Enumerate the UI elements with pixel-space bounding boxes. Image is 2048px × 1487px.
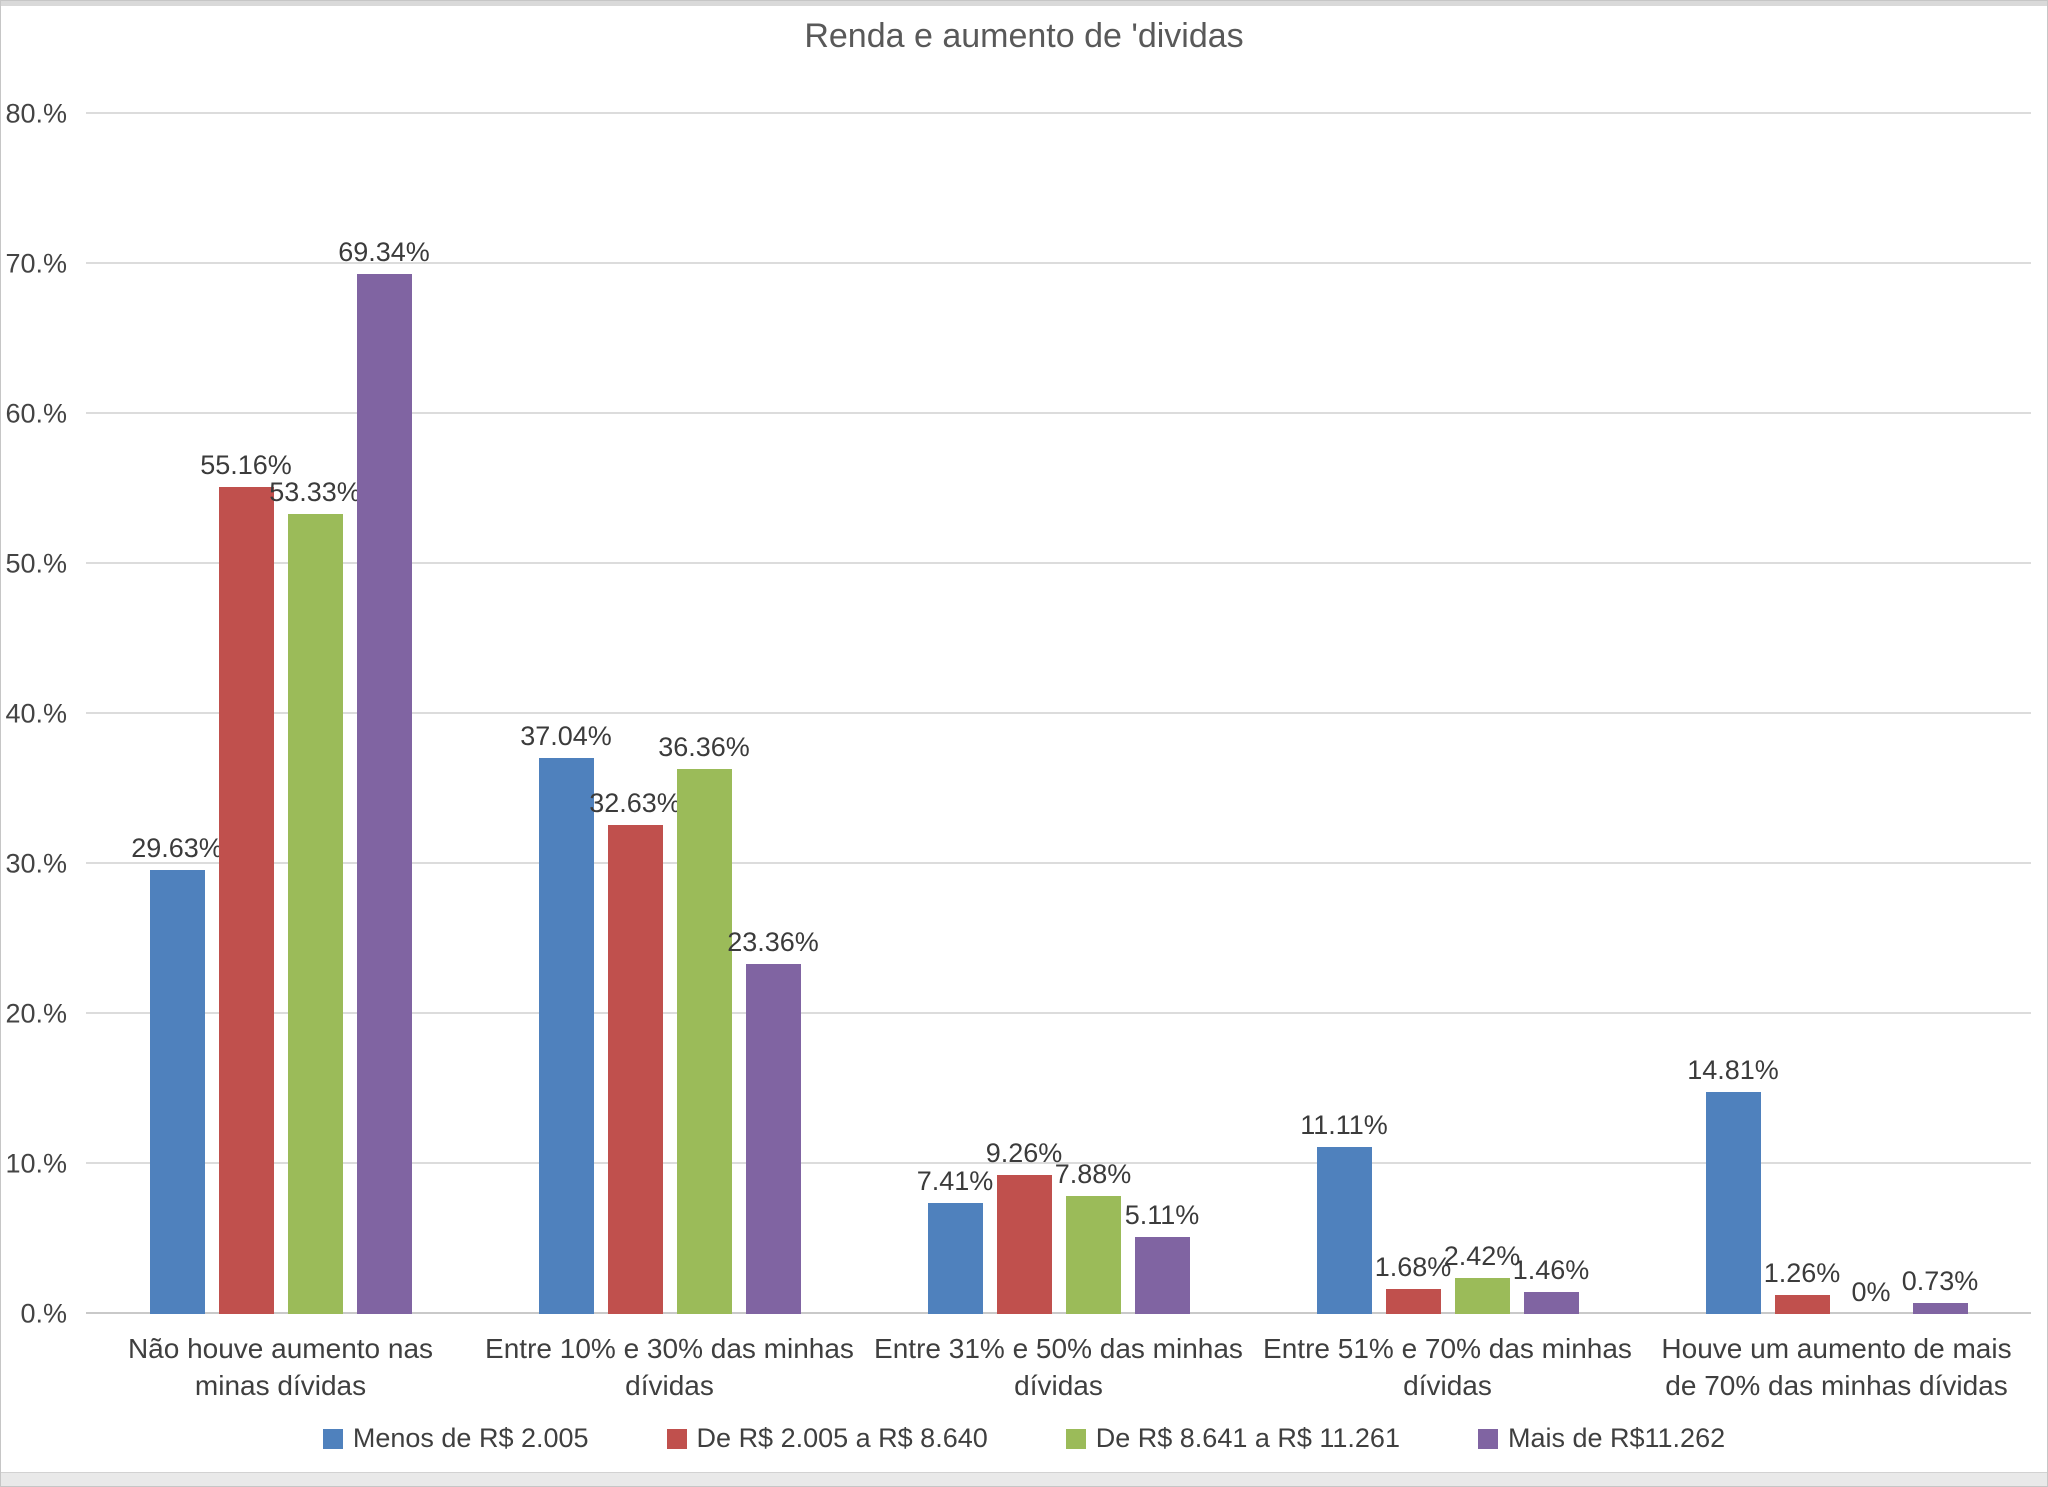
value-label: 36.36% (658, 731, 750, 762)
category-label-cell: Entre 51% e 70% das minhas dívidas (1253, 1331, 1642, 1405)
value-label: 5.11% (1124, 1200, 1200, 1231)
bar-series1-cat3: 7.41% (917, 1167, 993, 1314)
value-label: 2.42% (1443, 1240, 1521, 1271)
bar-group: 37.04% 32.63% 36.36% 23.36% (475, 86, 864, 1314)
legend-label: Mais de R$11.262 (1507, 1423, 1726, 1453)
category-label-cell: Entre 10% e 30% das minhas dívidas (475, 1331, 864, 1405)
value-label: 7.41% (916, 1165, 994, 1196)
legend-item: Menos de R$ 2.005 (322, 1423, 589, 1453)
bar-group: 14.81% 1.26% 0% 0.73% (1642, 86, 2031, 1314)
window-bottom-edge (1, 1472, 2047, 1486)
category-label: Não houve aumento nas minas dívidas (127, 1333, 434, 1401)
bar-series2-cat3: 9.26% (986, 1140, 1062, 1314)
plot-area: 0.% 10.% 20.% 30.% 40.% 50.% 60.% 70.% 80.% 29.63… (5, 86, 2031, 1327)
bar-series2-cat4: 1.68% (1375, 1253, 1451, 1314)
value-label: 29.63% (131, 832, 223, 863)
gridline (86, 862, 2031, 864)
bar-series3-cat2: 36.36% (658, 733, 750, 1314)
gridline (86, 712, 2031, 714)
legend-label: De R$ 2.005 a R$ 8.640 (696, 1423, 988, 1453)
bar-series3-cat1: 53.33% (269, 479, 361, 1314)
category-label-cell: Houve um aumento de mais de 70% das minh… (1642, 1331, 2031, 1405)
bar-series4-cat1: 69.34% (338, 238, 430, 1314)
gridline (86, 1012, 2031, 1014)
y-tick-label: 60.% (5, 398, 67, 429)
bar-series2-cat5: 1.26% (1764, 1260, 1840, 1314)
category-label: Houve um aumento de mais de 70% das minh… (1661, 1333, 2012, 1401)
bar-group: 7.41% 9.26% 7.88% 5.11% (864, 86, 1253, 1314)
value-label: 37.04% (520, 721, 612, 752)
bar-series2-cat1: 55.16% (200, 451, 292, 1314)
y-tick-label: 70.% (5, 248, 67, 279)
legend-label: De R$ 8.641 a R$ 11.261 (1095, 1423, 1400, 1453)
legend-swatch-icon (666, 1428, 687, 1449)
bar-series3-cat3: 7.88% (1055, 1160, 1131, 1314)
legend-swatch-icon (322, 1428, 343, 1449)
bar-series2-cat2: 32.63% (589, 789, 681, 1314)
bar-series1-cat1: 29.63% (131, 834, 223, 1314)
y-tick-label: 0.% (20, 1298, 67, 1329)
gridline (86, 112, 2031, 114)
chart-title: Renda e aumento de 'dividas (804, 17, 1244, 55)
bar-series3-cat4: 2.42% (1444, 1242, 1520, 1314)
bar-series1-cat2: 37.04% (520, 723, 612, 1314)
bar-series4-cat5: 0.73% (1902, 1268, 1978, 1314)
y-tick-label: 80.% (5, 98, 67, 129)
legend-swatch-icon (1477, 1428, 1498, 1449)
legend: Menos de R$ 2.005 De R$ 2.005 a R$ 8.640 D… (1, 1425, 2047, 1452)
legend-swatch-icon (1065, 1428, 1086, 1449)
value-label: 9.26% (985, 1138, 1063, 1169)
legend-label: Menos de R$ 2.005 (352, 1423, 589, 1453)
gridline (86, 1162, 2031, 1164)
y-tick-label: 50.% (5, 548, 67, 579)
legend-item: Mais de R$11.262 (1477, 1423, 1726, 1453)
gridline (86, 562, 2031, 564)
bar-series4-cat3: 5.11% (1125, 1202, 1199, 1314)
value-label: 32.63% (589, 787, 681, 818)
bar-series4-cat2: 23.36% (727, 928, 819, 1314)
value-label: 23.36% (727, 926, 819, 957)
gridline (86, 262, 2031, 264)
bar-group: 11.11% 1.68% 2.42% 1.46% (1253, 86, 1642, 1314)
value-label: 0.73% (1901, 1266, 1979, 1297)
value-label: 55.16% (200, 449, 292, 480)
bar-group: 29.63% 55.16% 53.33% 69.34% (86, 86, 475, 1314)
category-label: Entre 51% e 70% das minhas dívidas (1263, 1333, 1632, 1401)
category-label: Entre 10% e 30% das minhas dívidas (485, 1333, 854, 1401)
gridline (86, 412, 2031, 414)
category-label: Entre 31% e 50% das minhas dívidas (874, 1333, 1243, 1401)
value-label: 7.88% (1054, 1158, 1132, 1189)
bar-series1-cat4: 11.11% (1300, 1112, 1388, 1314)
category-label-cell: Entre 31% e 50% das minhas dívidas (864, 1331, 1253, 1405)
y-tick-label: 10.% (5, 1148, 67, 1179)
value-label: 11.11% (1300, 1110, 1388, 1141)
value-label: 53.33% (269, 477, 361, 508)
value-label: 69.34% (338, 236, 430, 267)
value-label: 0% (1851, 1277, 1891, 1307)
y-tick-label: 40.% (5, 698, 67, 729)
category-label-cell: Não houve aumento nas minas dívidas (86, 1331, 475, 1405)
x-axis-labels: Não houve aumento nas minas dívidas Entre… (86, 1331, 2031, 1405)
y-tick-label: 30.% (5, 848, 67, 879)
legend-item: De R$ 8.641 a R$ 11.261 (1065, 1423, 1400, 1453)
value-label: 1.46% (1512, 1255, 1590, 1286)
value-label: 1.68% (1374, 1251, 1452, 1282)
bar-series4-cat4: 1.46% (1513, 1257, 1589, 1314)
value-label: 1.26% (1763, 1258, 1841, 1289)
window-top-edge (1, 1, 2047, 6)
bar-series1-cat5: 14.81% (1687, 1056, 1779, 1314)
value-label: 14.81% (1687, 1054, 1779, 1085)
x-axis-line (86, 1312, 2031, 1314)
y-tick-label: 20.% (5, 998, 67, 1029)
legend-item: De R$ 2.005 a R$ 8.640 (666, 1423, 988, 1453)
